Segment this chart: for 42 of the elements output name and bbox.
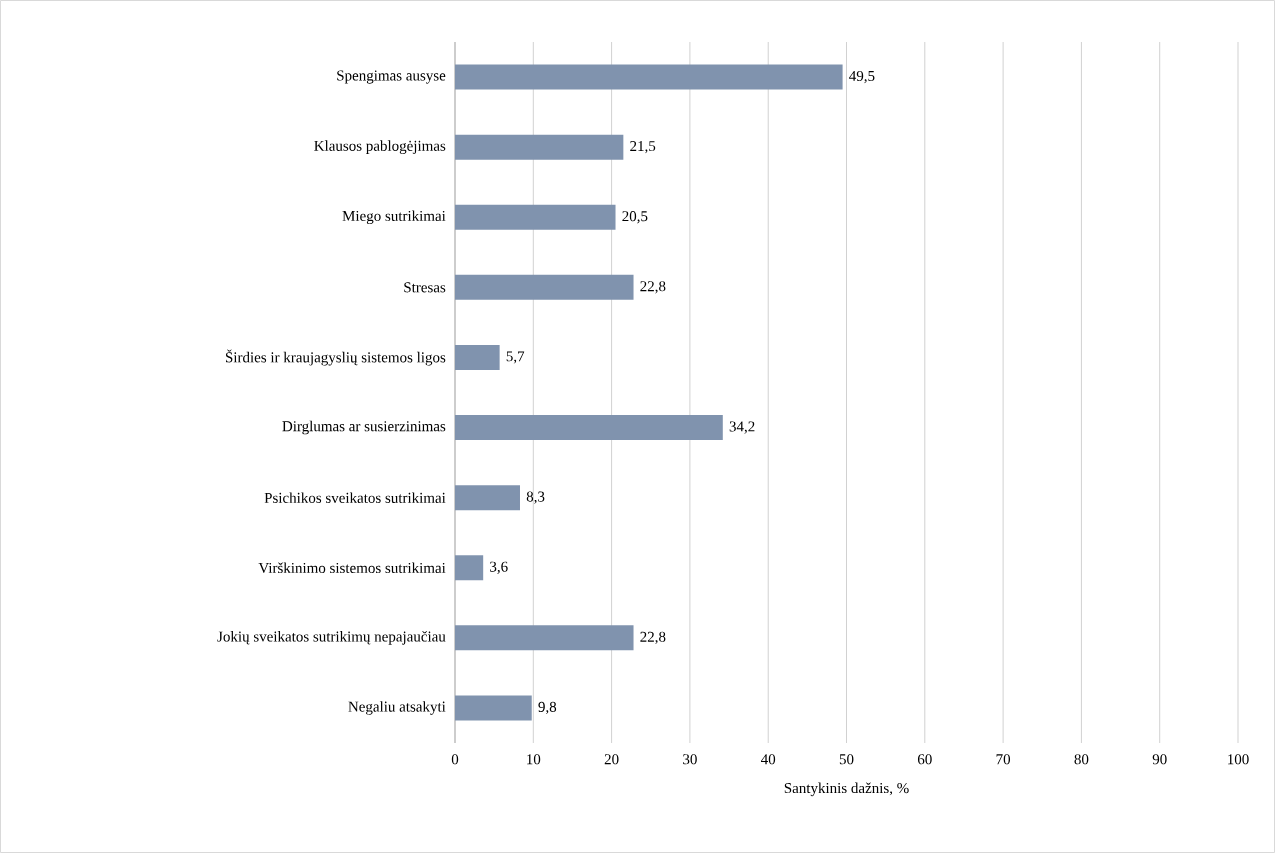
y-tick-label: Miego sutrikimai (342, 210, 446, 225)
y-tick-label: Negaliu atsakyti (348, 701, 446, 715)
y-tick-label: Klausos pablogėjimas (314, 140, 446, 154)
x-tick-label: 100 (1228, 754, 1249, 765)
x-tick-label: 70 (996, 754, 1011, 765)
data-label: 20,5 (622, 211, 648, 224)
data-label: 3,6 (490, 561, 508, 574)
bar (455, 344, 500, 370)
x-tick-label: 60 (917, 754, 932, 765)
y-tick-label: Psichikos sveikatos sutrikimai (264, 492, 446, 503)
x-tick-label: 80 (1074, 754, 1089, 765)
y-tick-label: Virškinimo sistemos sutrikimai (258, 562, 446, 574)
y-tick-label: Jokių sveikatos sutrikimų nepajaučiau (217, 631, 446, 645)
data-label: 9,8 (538, 701, 557, 715)
x-tick-label: 10 (527, 754, 541, 765)
x-tick-label: 50 (839, 754, 854, 765)
data-label: 34,2 (729, 421, 755, 434)
bar (455, 274, 634, 300)
y-tick-label: Stresas (404, 282, 446, 293)
data-label: 8,3 (526, 491, 545, 504)
x-tick-label: 40 (761, 754, 776, 765)
bar (455, 625, 634, 651)
data-label: 22,8 (640, 281, 666, 294)
x-axis-title: Santykinis dažnis, % (784, 782, 909, 797)
data-label: 22,8 (640, 631, 666, 644)
y-tick-label: Širdies ir kraujagyslių sistemos ligos (225, 349, 446, 366)
bar (455, 204, 616, 230)
x-tick-label: 30 (683, 754, 697, 765)
bar (455, 134, 624, 160)
y-tick-label: Spengimas ausyse (337, 70, 446, 84)
y-tick-label: Dirglumas ar susierzinimas (282, 420, 446, 435)
x-tick-label: 90 (1152, 754, 1167, 765)
bar (455, 555, 484, 581)
bar (455, 485, 520, 511)
x-tick-label: 0 (451, 754, 459, 765)
bar (455, 64, 843, 90)
x-tick-label: 20 (604, 754, 619, 765)
bar (455, 695, 532, 721)
data-label: 49,5 (849, 70, 875, 84)
bar (455, 415, 723, 441)
data-label: 21,5 (630, 141, 656, 154)
data-label: 5,7 (506, 351, 525, 364)
